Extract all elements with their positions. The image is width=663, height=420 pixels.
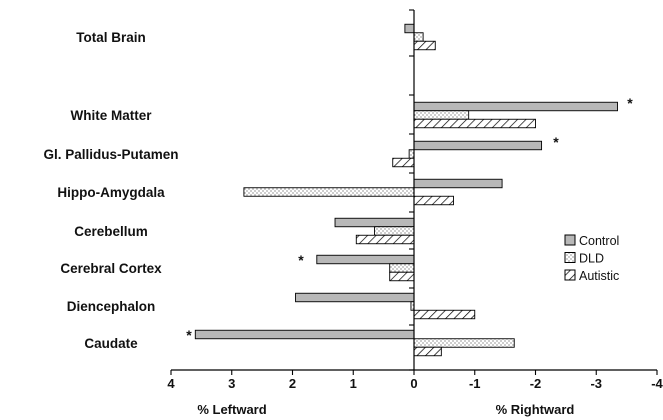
significance-marker-cerebral-cortex: * xyxy=(298,252,304,268)
labels-layer: Total Brain White Matter Gl. Pallidus-Puta… xyxy=(43,30,663,417)
x-tick-label-7: -3 xyxy=(590,376,602,391)
bar-diencephalon-control xyxy=(295,292,415,303)
significance-marker-caudate: * xyxy=(186,327,192,343)
bar-diencephalon-autistic xyxy=(413,309,476,320)
bar-hippo-amygdala-dld xyxy=(243,187,415,197)
bar-total-brain-autistic xyxy=(413,40,436,51)
category-label-caudate: Caudate xyxy=(84,336,138,351)
axes-layer xyxy=(170,9,658,375)
x-axis-title-left: % Leftward xyxy=(197,402,266,417)
bar-cerebral-cortex-dld xyxy=(389,263,415,273)
x-tick-label-3: 1 xyxy=(350,376,357,391)
bar-cerebral-cortex-control xyxy=(316,254,415,265)
bar-cerebellum-dld xyxy=(374,226,415,236)
legend-swatch-autistic xyxy=(564,269,576,281)
legend: Control DLD Autistic xyxy=(564,234,619,283)
bar-cerebellum-autistic xyxy=(355,234,415,245)
bar-total-brain-dld xyxy=(413,32,424,42)
x-tick-label-5: -1 xyxy=(469,376,481,391)
legend-label-dld: DLD xyxy=(579,252,604,266)
category-label-white-matter: White Matter xyxy=(71,108,153,123)
bars-layer xyxy=(194,23,618,357)
category-label-diencephalon: Diencephalon xyxy=(67,299,156,314)
category-label-gl-pallidus-putamen: Gl. Pallidus-Putamen xyxy=(43,147,178,162)
x-tick-label-6: -2 xyxy=(530,376,542,391)
x-tick-label-4: 0 xyxy=(410,376,417,391)
category-label-cerebral-cortex: Cerebral Cortex xyxy=(60,261,162,276)
x-axis-title-right: % Rightward xyxy=(496,402,575,417)
bar-gl-pallidus-putamen-autistic xyxy=(392,157,415,168)
bar-white-matter-control xyxy=(413,101,618,112)
x-tick-label-0: 4 xyxy=(167,376,175,391)
bar-gl-pallidus-putamen-control xyxy=(413,140,543,151)
bar-hippo-amygdala-control xyxy=(413,178,503,189)
bar-hippo-amygdala-autistic xyxy=(413,195,454,206)
bar-caudate-control xyxy=(194,329,415,340)
significance-marker-white-matter: * xyxy=(627,95,633,111)
x-tick-label-1: 3 xyxy=(228,376,235,391)
significance-marker-gl-pallidus-putamen: * xyxy=(553,134,559,150)
bar-total-brain-control xyxy=(404,23,415,34)
legend-label-control: Control xyxy=(579,234,619,248)
bar-caudate-autistic xyxy=(413,346,442,357)
bar-white-matter-dld xyxy=(413,110,470,120)
bar-cerebellum-control xyxy=(334,217,415,228)
bar-caudate-dld xyxy=(413,338,515,348)
legend-swatch-dld xyxy=(564,252,576,263)
x-tick-label-2: 2 xyxy=(289,376,296,391)
x-tick-label-8: -4 xyxy=(651,376,663,391)
legend-label-autistic: Autistic xyxy=(579,269,619,283)
legend-swatch-control xyxy=(564,234,576,246)
category-label-hippo-amygdala: Hippo-Amygdala xyxy=(57,185,165,200)
category-label-cerebellum: Cerebellum xyxy=(74,224,148,239)
bar-cerebral-cortex-autistic xyxy=(389,271,415,282)
category-label-total-brain: Total Brain xyxy=(76,30,146,45)
bar-gl-pallidus-putamen-dld xyxy=(408,149,415,159)
bar-white-matter-autistic xyxy=(413,118,536,129)
